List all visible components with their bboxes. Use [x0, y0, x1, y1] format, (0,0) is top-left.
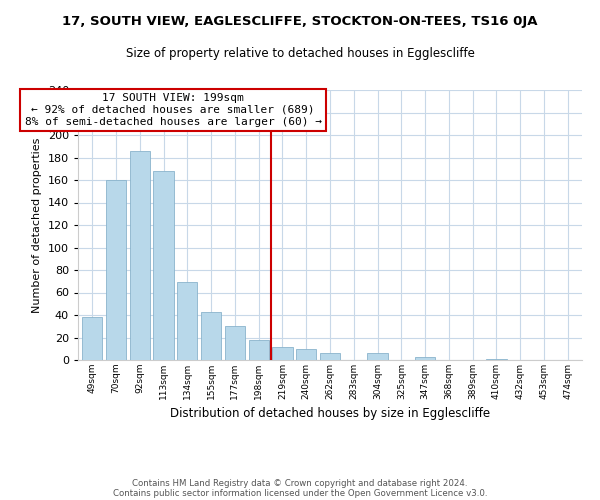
Text: 17, SOUTH VIEW, EAGLESCLIFFE, STOCKTON-ON-TEES, TS16 0JA: 17, SOUTH VIEW, EAGLESCLIFFE, STOCKTON-O… [62, 15, 538, 28]
Bar [415, 356, 435, 360]
Bar [487, 359, 506, 360]
Bar [177, 282, 197, 360]
X-axis label: Distribution of detached houses by size in Egglescliffe: Distribution of detached houses by size … [170, 408, 490, 420]
Bar [225, 326, 245, 360]
Bar [201, 312, 221, 360]
Bar [296, 349, 316, 360]
Bar [154, 171, 173, 360]
Text: 17 SOUTH VIEW: 199sqm
← 92% of detached houses are smaller (689)
8% of semi-deta: 17 SOUTH VIEW: 199sqm ← 92% of detached … [25, 94, 322, 126]
Bar [106, 180, 126, 360]
Text: Contains HM Land Registry data © Crown copyright and database right 2024.: Contains HM Land Registry data © Crown c… [132, 478, 468, 488]
Bar [82, 318, 103, 360]
Bar [367, 353, 388, 360]
Text: Contains public sector information licensed under the Open Government Licence v3: Contains public sector information licen… [113, 488, 487, 498]
Bar [130, 151, 150, 360]
Y-axis label: Number of detached properties: Number of detached properties [32, 138, 42, 312]
Text: Size of property relative to detached houses in Egglescliffe: Size of property relative to detached ho… [125, 48, 475, 60]
Bar [272, 346, 293, 360]
Bar [320, 353, 340, 360]
Bar [248, 340, 269, 360]
